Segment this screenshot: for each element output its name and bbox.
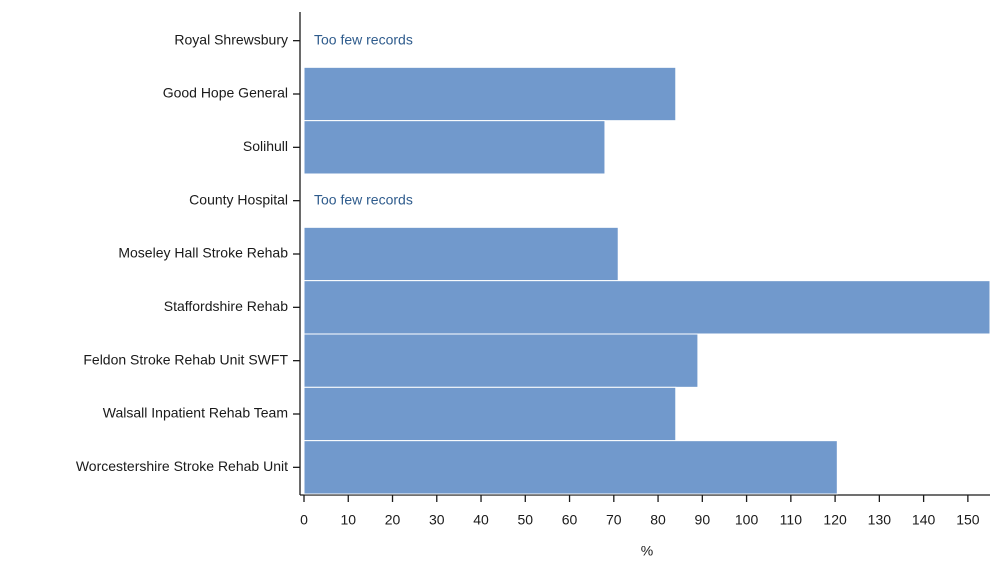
bar [303, 280, 991, 335]
value-label: Too few records [314, 31, 413, 47]
bar [303, 226, 619, 282]
y-tick-label: Good Hope General [163, 85, 288, 101]
x-tick-label: 120 [823, 512, 847, 528]
x-tick-label: 100 [735, 512, 759, 528]
y-tick-label: Walsall Inpatient Rehab Team [103, 405, 288, 421]
x-tick-label: 20 [385, 512, 401, 528]
bar [303, 66, 677, 122]
x-tick-label: 80 [650, 512, 666, 528]
bar [303, 386, 677, 442]
y-tick-label: Worcestershire Stroke Rehab Unit [76, 458, 288, 474]
bar [303, 120, 606, 175]
x-tick-label: 90 [695, 512, 711, 528]
y-tick-label: Feldon Stroke Rehab Unit SWFT [83, 351, 288, 367]
bar [303, 333, 699, 388]
y-tick-label: Solihull [243, 138, 288, 154]
x-tick-label: 150 [956, 512, 980, 528]
x-tick-label: 50 [518, 512, 534, 528]
x-tick-label: 140 [912, 512, 936, 528]
x-tick-label: 60 [562, 512, 578, 528]
x-tick-label: 130 [868, 512, 892, 528]
x-tick-label: 40 [473, 512, 489, 528]
bar [303, 440, 838, 495]
x-tick-label: 10 [340, 512, 356, 528]
y-tick-label: Moseley Hall Stroke Rehab [118, 245, 288, 261]
x-tick-label: 70 [606, 512, 622, 528]
x-axis-label: % [641, 543, 653, 559]
x-tick-label: 30 [429, 512, 445, 528]
x-tick-label: 0 [300, 512, 308, 528]
value-label: Too few records [314, 191, 413, 207]
y-tick-label: County Hospital [189, 191, 288, 207]
y-tick-label: Staffordshire Rehab [164, 298, 288, 314]
y-tick-label: Royal Shrewsbury [174, 31, 288, 47]
x-tick-label: 110 [780, 512, 803, 528]
